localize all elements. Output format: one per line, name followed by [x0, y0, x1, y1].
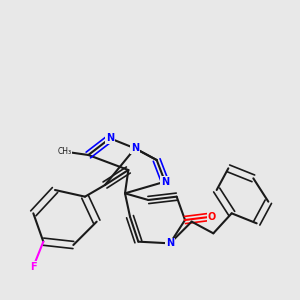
Text: N: N	[131, 143, 139, 153]
Text: N: N	[166, 238, 174, 248]
Text: N: N	[161, 177, 169, 187]
Text: N: N	[106, 133, 114, 143]
Text: CH₃: CH₃	[58, 147, 72, 156]
Text: F: F	[30, 262, 37, 272]
Text: O: O	[208, 212, 216, 222]
